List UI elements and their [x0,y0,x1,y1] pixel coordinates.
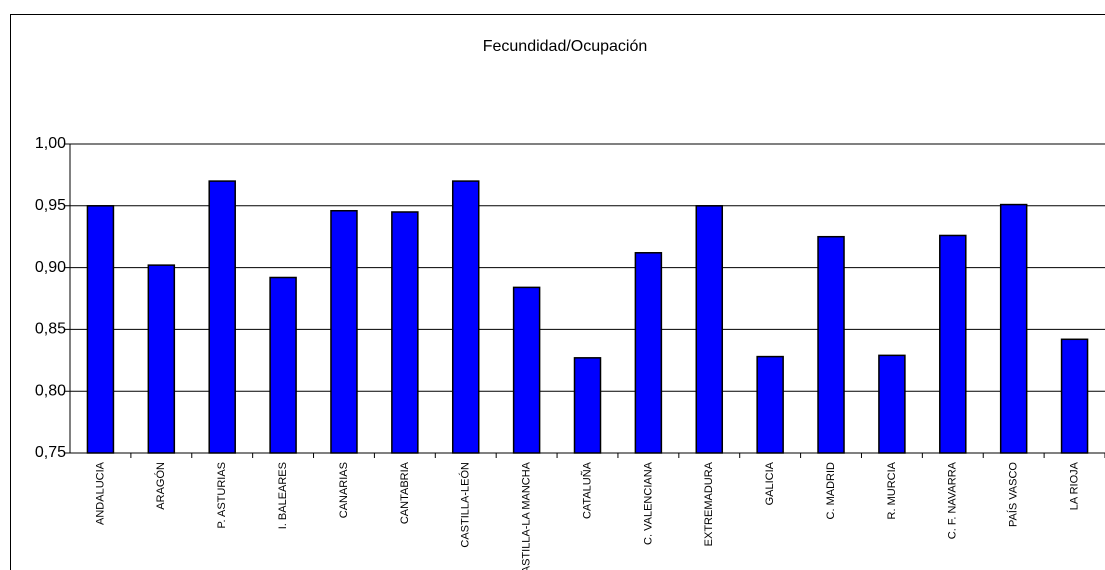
bar [573,357,602,454]
bar [86,205,115,454]
y-tick-label: 0,90 [35,259,66,276]
bar [451,180,480,454]
bar [269,276,297,454]
x-tick-label: I. BALEARES [277,462,289,529]
chart-frame [10,14,1105,570]
x-tick-label: ANDALUCIA [94,461,106,525]
bar [391,211,419,454]
x-tick-label: R. MURCIA [886,461,898,519]
bar [512,286,541,454]
x-tick-label: CASTILLA-LEÓN [459,462,472,548]
x-tick-label: CASTILLA-LA MANCHA [521,461,533,570]
x-tick-label: C. MADRID [825,462,837,520]
y-tick-label: 0,80 [35,382,66,399]
x-tick-label: CANTABRIA [399,461,411,524]
x-tick-label: LA RIOJA [1068,461,1080,510]
bar [1060,338,1089,454]
y-tick-label: 1,00 [35,135,66,152]
x-tick-label: C. F. NAVARRA [947,461,959,539]
x-tick-label: CANARIAS [338,462,350,518]
bar [939,234,967,454]
x-tick-label: PAÍS VASCO [1007,462,1020,527]
y-tick-label: 0,85 [35,321,66,338]
x-tick-label: EXTREMADURA [703,461,715,546]
x-tick-label: CATALUÑA [580,461,593,519]
bar [147,264,176,454]
bar [634,252,663,454]
bar [208,180,236,454]
bar [878,354,906,454]
x-tick-label: P. ASTURIAS [216,462,228,528]
x-tick-label: ARAGÓN [154,462,167,510]
chart-title: Fecundidad/Ocupación [483,38,648,55]
bar [695,205,724,454]
y-tick-label: 0,95 [35,197,66,214]
bar [756,355,784,454]
y-tick-label: 0,75 [35,444,66,461]
bar [999,203,1028,454]
bar [330,209,358,454]
bar [817,235,845,454]
x-tick-label: GALICIA [764,461,776,505]
x-tick-label: C. VALENCIANA [642,461,654,545]
